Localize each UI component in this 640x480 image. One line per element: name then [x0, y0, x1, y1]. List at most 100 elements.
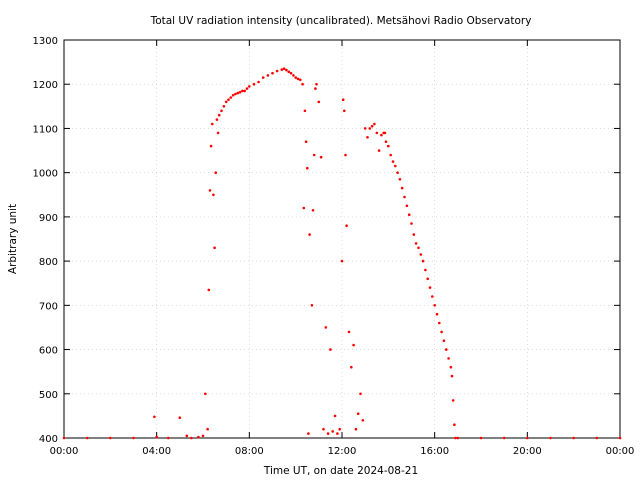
data-point: [366, 136, 369, 139]
data-point: [214, 171, 217, 174]
data-point: [231, 94, 235, 97]
data-point: [405, 204, 409, 208]
data-point: [209, 144, 213, 148]
data-point: [201, 434, 205, 438]
data-point: [211, 122, 214, 126]
data-point: [311, 209, 315, 212]
y-tick-label: 1100: [33, 124, 58, 135]
data-point: [197, 435, 200, 439]
data-point: [344, 153, 347, 157]
data-point: [502, 436, 506, 440]
data-point: [428, 286, 432, 289]
data-point: [216, 131, 220, 135]
data-point: [352, 343, 355, 347]
data-point: [62, 436, 66, 440]
data-point: [326, 432, 330, 435]
data-point: [245, 87, 249, 90]
data-point: [285, 68, 288, 72]
data-point: [383, 131, 387, 135]
chart-title: Total UV radiation intensity (uncalibrat…: [150, 15, 532, 27]
data-point: [296, 77, 300, 81]
data-point: [370, 124, 374, 128]
data-point: [178, 416, 182, 420]
data-point: [451, 399, 455, 402]
x-tick-label: 20:00: [513, 446, 542, 457]
data-point: [442, 339, 446, 343]
data-point: [387, 144, 390, 148]
gridlines: [64, 40, 620, 438]
data-point: [220, 109, 223, 113]
data-point: [310, 304, 314, 307]
data-point: [207, 288, 211, 292]
data-point: [450, 374, 454, 378]
data-point: [618, 436, 622, 440]
data-point: [312, 153, 316, 157]
data-point: [479, 436, 483, 440]
data-point: [314, 87, 317, 90]
data-points: [62, 67, 622, 440]
data-point: [345, 224, 348, 227]
data-point: [572, 436, 575, 440]
y-tick-label: 900: [39, 213, 58, 224]
data-point: [241, 89, 244, 93]
data-point: [306, 166, 309, 170]
data-point: [396, 171, 399, 174]
data-point: [377, 149, 381, 152]
data-point: [266, 74, 270, 77]
data-point: [302, 206, 306, 210]
data-point: [454, 436, 457, 440]
data-point: [445, 348, 448, 351]
data-point: [224, 100, 228, 104]
data-point: [234, 92, 237, 96]
y-tick-label: 600: [39, 346, 58, 357]
data-point: [363, 127, 367, 130]
data-point: [421, 259, 425, 263]
data-point: [412, 233, 416, 236]
data-point: [449, 365, 453, 369]
data-point: [153, 415, 156, 419]
data-point: [280, 68, 284, 71]
data-point: [417, 246, 420, 250]
data-point: [212, 193, 215, 197]
data-point: [282, 67, 286, 70]
data-point: [435, 312, 439, 316]
data-point: [343, 109, 346, 113]
data-point: [208, 189, 212, 192]
data-point: [368, 127, 372, 130]
data-point: [185, 434, 189, 438]
data-point: [398, 178, 402, 181]
data-point: [453, 423, 456, 427]
data-point: [424, 268, 427, 272]
data-point: [426, 277, 430, 281]
data-point: [373, 122, 376, 126]
data-point: [217, 113, 221, 117]
data-point: [319, 155, 323, 159]
data-point: [261, 76, 265, 79]
data-point: [109, 436, 112, 440]
data-point: [340, 259, 344, 263]
data-point: [132, 436, 135, 440]
data-point: [356, 412, 360, 416]
data-point: [236, 91, 240, 95]
data-point: [204, 392, 207, 396]
data-point: [419, 253, 423, 256]
axis-ticks: 400 500 600 700 800 900 1000 1100 1200 1300 00:00 0…: [33, 36, 635, 457]
data-point: [391, 160, 395, 163]
data-point: [338, 427, 342, 431]
data-point: [304, 140, 308, 143]
data-point: [350, 365, 353, 369]
y-tick-label: 700: [39, 301, 58, 312]
data-point: [213, 246, 216, 250]
data-point: [431, 295, 434, 298]
data-point: [317, 100, 321, 104]
data-point: [227, 98, 230, 101]
data-point: [257, 80, 260, 84]
data-point: [275, 69, 279, 73]
x-tick-label: 08:00: [235, 446, 264, 457]
data-point: [252, 82, 256, 86]
data-point: [222, 105, 226, 108]
data-point: [248, 85, 251, 88]
data-point: [375, 131, 379, 135]
data-point: [438, 321, 441, 325]
